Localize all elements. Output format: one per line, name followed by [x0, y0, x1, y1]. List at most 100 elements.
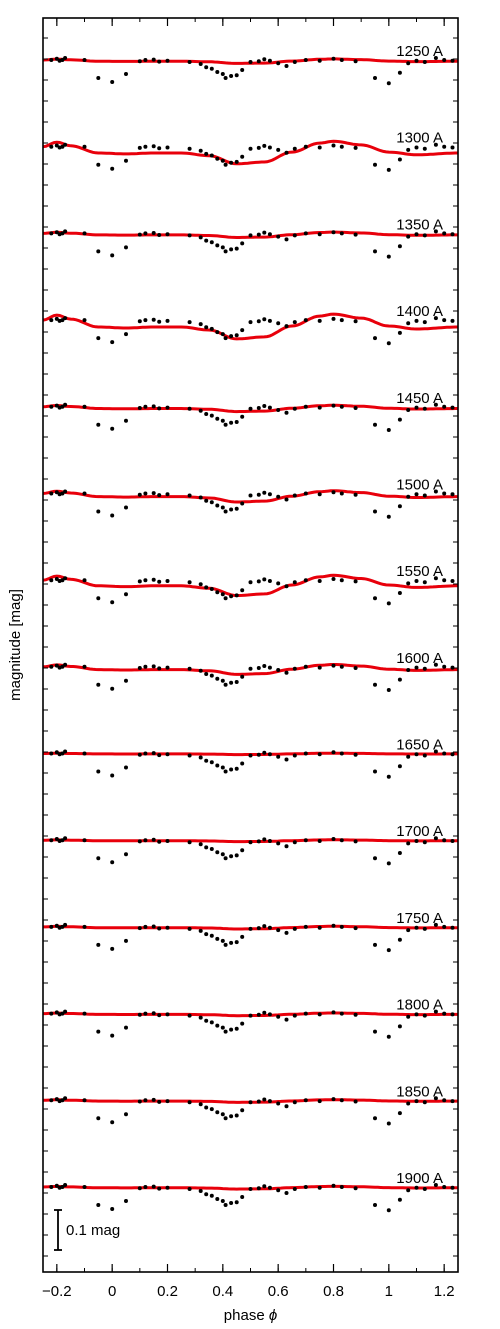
data-point	[137, 1186, 142, 1191]
data-point	[284, 670, 289, 675]
data-point	[96, 1116, 101, 1121]
data-point	[124, 1025, 128, 1030]
data-point	[220, 332, 225, 337]
data-point	[143, 491, 148, 496]
data-point	[386, 514, 391, 519]
data-point	[229, 247, 234, 252]
data-point	[82, 578, 87, 583]
data-point	[137, 666, 142, 670]
data-point	[442, 1185, 447, 1189]
data-point	[422, 60, 427, 64]
data-point	[54, 1183, 59, 1188]
data-point	[49, 231, 54, 236]
data-point	[143, 144, 148, 149]
data-point	[276, 234, 281, 239]
data-point	[292, 406, 297, 411]
data-point	[276, 408, 281, 412]
data-point	[276, 1188, 281, 1193]
data-point	[223, 422, 228, 427]
data-point	[223, 249, 228, 254]
data-point	[433, 489, 438, 494]
data-point	[54, 1010, 59, 1015]
data-point	[317, 665, 322, 670]
data-point	[49, 144, 54, 149]
data-point	[204, 932, 209, 937]
data-point	[397, 937, 402, 942]
data-point	[49, 664, 54, 669]
data-point	[124, 418, 128, 423]
data-point	[204, 65, 209, 70]
data-point	[292, 1100, 297, 1105]
data-point	[248, 580, 253, 585]
data-point	[248, 146, 253, 151]
data-point	[240, 328, 245, 333]
data-point	[209, 673, 214, 678]
data-point	[397, 677, 402, 682]
data-point	[317, 492, 322, 497]
data-point	[110, 426, 115, 431]
data-point	[143, 924, 148, 929]
data-point	[110, 340, 115, 345]
data-point	[240, 154, 245, 159]
data-point	[63, 1096, 68, 1101]
data-point	[433, 749, 438, 754]
data-point	[317, 752, 322, 757]
panel-label: 1300 A	[396, 130, 443, 147]
data-point	[256, 406, 261, 410]
data-point	[229, 1027, 234, 1032]
data-point	[284, 497, 289, 502]
data-point	[96, 162, 101, 167]
data-point	[143, 838, 148, 843]
data-point	[339, 491, 344, 496]
data-point	[267, 318, 272, 323]
data-point	[215, 70, 220, 74]
model-curve	[42, 489, 458, 504]
data-point	[124, 332, 128, 337]
data-point	[292, 493, 297, 498]
data-point	[165, 665, 170, 670]
data-point	[204, 1192, 209, 1197]
data-point	[229, 507, 234, 512]
panel-label: 1550 A	[396, 563, 443, 580]
x-tick-label: 0.4	[212, 1283, 233, 1300]
data-point	[54, 923, 59, 928]
data-point	[406, 1014, 411, 1019]
data-point	[292, 753, 297, 758]
data-point	[292, 666, 297, 671]
data-point	[124, 1112, 128, 1117]
data-point	[450, 1012, 455, 1017]
data-point	[198, 235, 203, 240]
data-point	[353, 232, 358, 237]
data-point	[442, 751, 447, 756]
panel-1800-a: 1800 A	[43, 997, 458, 1039]
data-point	[49, 1098, 54, 1103]
data-point	[414, 1099, 419, 1104]
data-point	[256, 232, 261, 237]
data-point	[198, 1189, 203, 1193]
data-point	[82, 751, 87, 756]
data-point	[267, 579, 272, 583]
data-point	[223, 336, 228, 341]
data-point	[223, 162, 228, 167]
data-point	[248, 666, 253, 671]
panel-label: 1750 A	[396, 910, 443, 927]
data-point	[433, 402, 438, 407]
data-point	[248, 406, 253, 411]
data-point	[96, 509, 101, 514]
data-point	[331, 490, 336, 495]
panel-label: 1600 A	[396, 650, 443, 667]
data-point	[450, 492, 455, 497]
data-point	[248, 1100, 253, 1105]
data-point	[143, 318, 148, 323]
data-point	[223, 942, 228, 947]
data-point	[353, 1012, 358, 1017]
data-point	[82, 664, 87, 669]
data-point	[339, 1098, 344, 1103]
data-point	[406, 234, 411, 239]
data-point	[229, 74, 234, 78]
panel-1400-a: 1400 A	[42, 303, 458, 346]
data-point	[450, 318, 455, 323]
data-point	[422, 493, 427, 498]
data-point	[204, 238, 209, 243]
data-point	[63, 1183, 68, 1187]
